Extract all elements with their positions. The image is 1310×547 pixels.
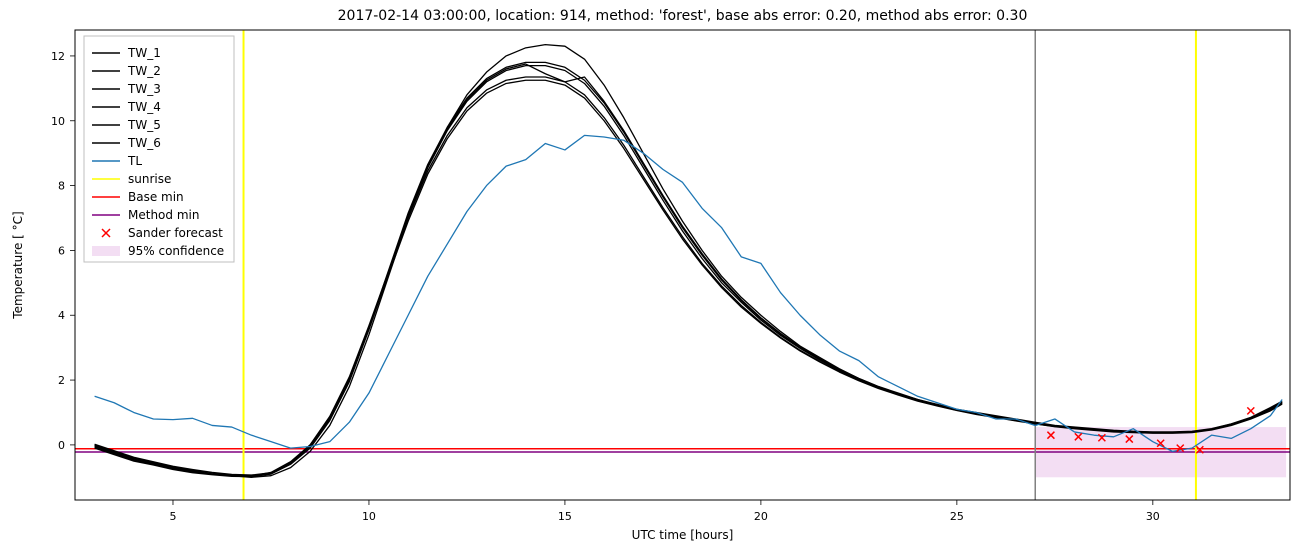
- legend-label: TW_4: [127, 100, 161, 114]
- chart-title: 2017-02-14 03:00:00, location: 914, meth…: [338, 8, 1028, 24]
- legend-label: TW_5: [127, 118, 161, 132]
- legend-label: Base min: [128, 190, 184, 204]
- ytick-label: 6: [58, 244, 65, 257]
- xtick-label: 10: [362, 510, 376, 523]
- legend-label: Method min: [128, 208, 199, 222]
- legend-label: TW_1: [127, 46, 161, 60]
- legend-label: TW_6: [127, 136, 161, 150]
- legend-label: Sander forecast: [128, 226, 223, 240]
- legend-label: TW_2: [127, 64, 161, 78]
- line-chart: 5 10 15 20 25 30 0 2 4 6 8 10 12 2017-02-14 03:00:00,…: [0, 0, 1310, 547]
- xtick-label: 30: [1146, 510, 1160, 523]
- ytick-label: 0: [58, 439, 65, 452]
- ytick-label: 12: [51, 50, 65, 63]
- ytick-label: 10: [51, 115, 65, 128]
- ytick-label: 8: [58, 180, 65, 193]
- x-axis-label: UTC time [hours]: [632, 528, 734, 542]
- xtick-label: 5: [169, 510, 176, 523]
- legend-swatch: [92, 246, 120, 256]
- legend: TW_1 TW_2 TW_3 TW_4 TW_5 TW_6 TL sunrise Base mi…: [84, 36, 234, 262]
- ytick-label: 4: [58, 309, 65, 322]
- xtick-label: 25: [950, 510, 964, 523]
- legend-label: TL: [127, 154, 142, 168]
- y-axis-label: Temperature [ °C]: [11, 211, 25, 319]
- legend-label: TW_3: [127, 82, 161, 96]
- xtick-label: 20: [754, 510, 768, 523]
- legend-label: 95% confidence: [128, 244, 224, 258]
- legend-label: sunrise: [128, 172, 171, 186]
- chart-container: 5 10 15 20 25 30 0 2 4 6 8 10 12 2017-02-14 03:00:00,…: [0, 0, 1310, 547]
- ytick-label: 2: [58, 374, 65, 387]
- xtick-label: 15: [558, 510, 572, 523]
